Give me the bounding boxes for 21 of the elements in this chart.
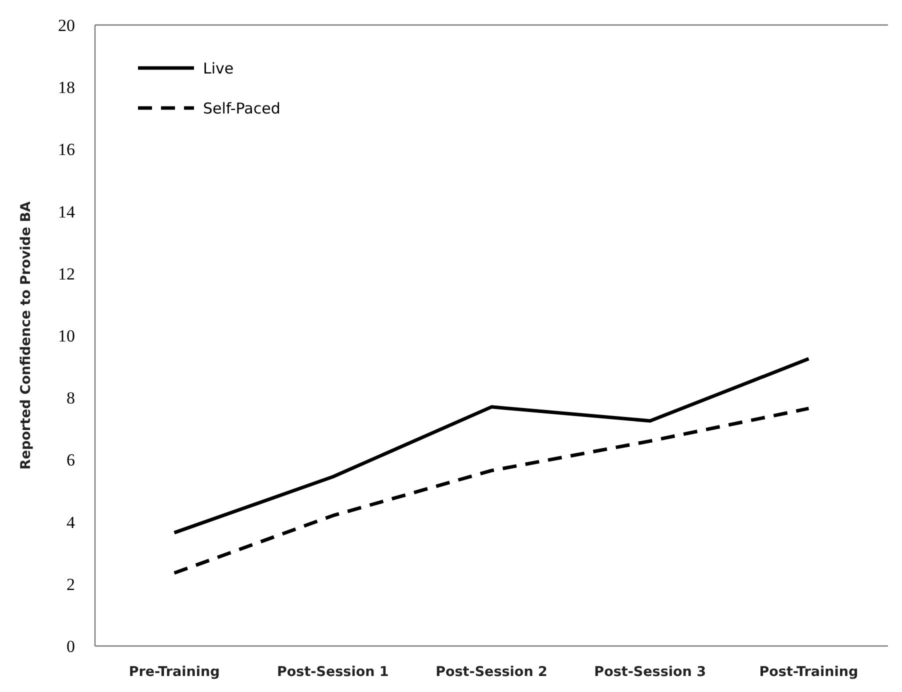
y-tick-label: 12 [58,264,75,284]
x-tick-label: Post-Session 2 [436,664,548,680]
x-tick-label: Post-Session 1 [276,664,389,680]
y-tick-label: 6 [66,450,75,470]
y-tick-label: 2 [66,574,75,594]
y-tick-label: 4 [66,512,76,532]
x-tick-label: Pre-Training [128,664,220,680]
x-tick-label: Post-Session 3 [594,664,706,680]
line-series [172,406,810,575]
y-tick-label: 20 [58,16,75,35]
y-axis-title: Reported Confidence to Provide BA [18,200,34,470]
legend-label: Self-Paced [203,99,280,118]
y-tick-label: 8 [66,388,75,408]
y-tick-label: 18 [58,78,75,98]
x-tick-label: Post-Training [759,664,858,680]
y-tick-label: 16 [58,140,75,160]
legend-label: Live [203,59,234,78]
line-series [172,357,810,534]
y-tick-label: 0 [66,636,75,656]
y-tick-label: 14 [58,202,76,222]
y-tick-label: 10 [58,326,75,346]
